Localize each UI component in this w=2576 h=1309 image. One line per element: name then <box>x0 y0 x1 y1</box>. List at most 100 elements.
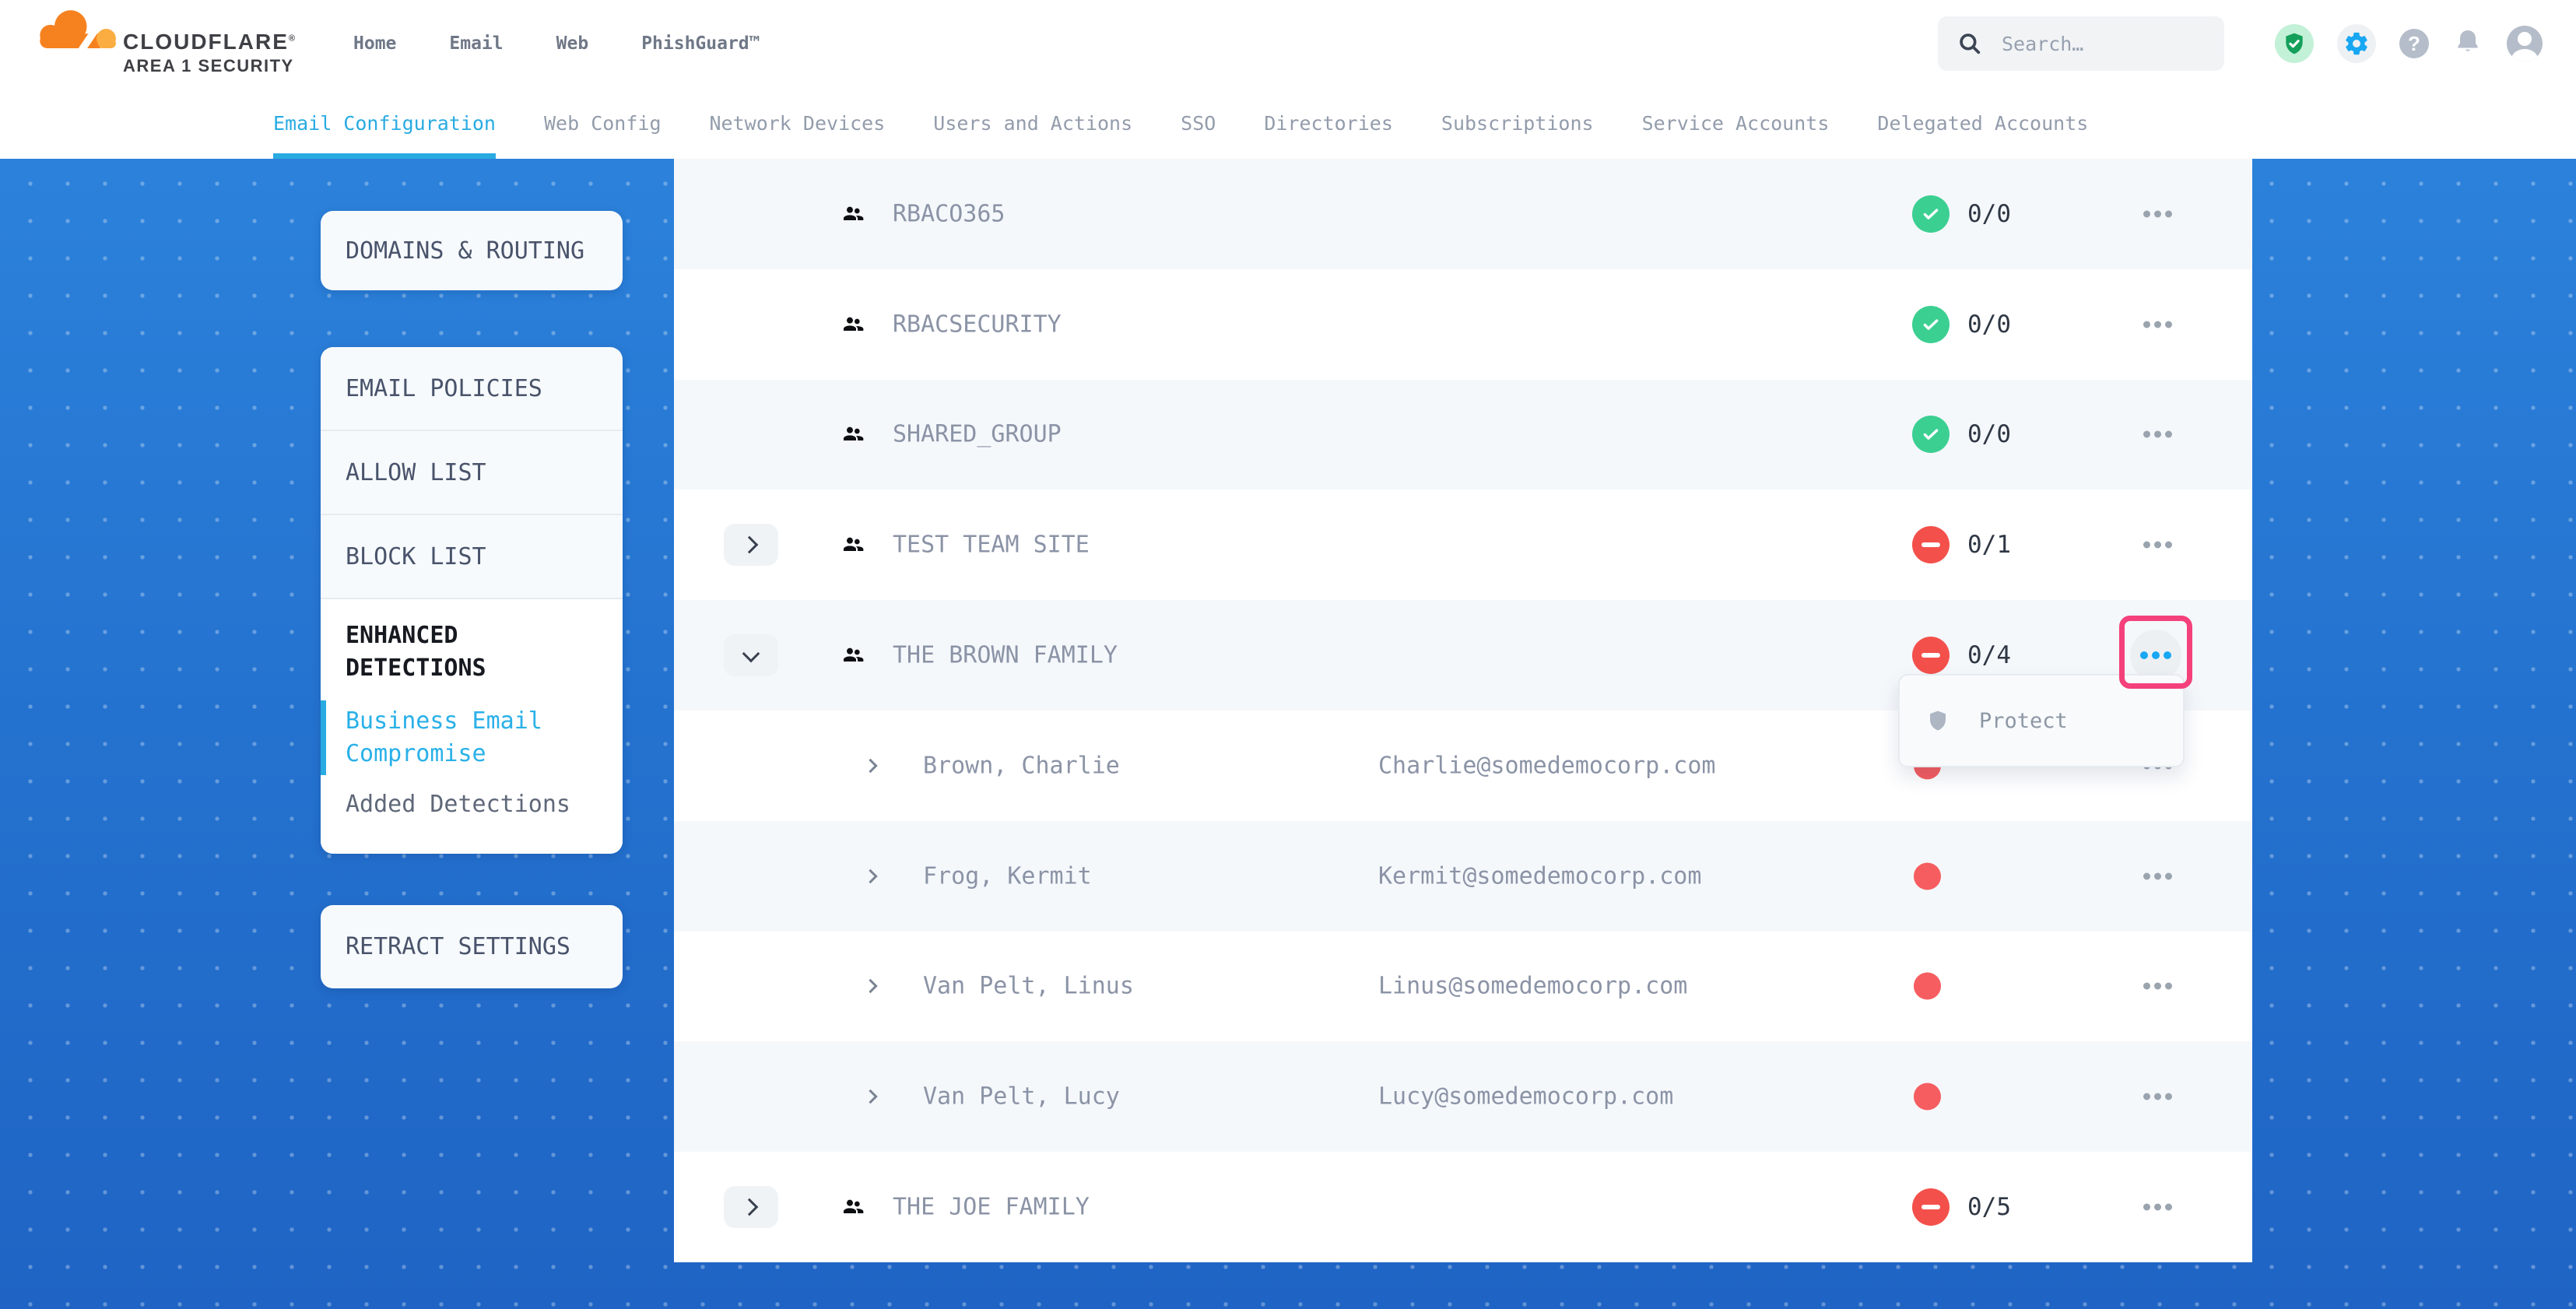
table-row-group: RBACSECURITY 0/0 <box>674 268 2252 380</box>
search-input[interactable] <box>2000 31 2198 56</box>
protection-count: 0/4 <box>1967 641 2011 670</box>
sidebar-item-label: Business Email Compromise <box>346 707 542 767</box>
sidebar-item-block-list[interactable]: BLOCK LIST <box>321 515 623 599</box>
nav-home[interactable]: Home <box>353 33 397 54</box>
group-name[interactable]: SHARED_GROUP <box>893 420 1062 448</box>
group-icon <box>844 647 864 662</box>
tab-subscriptions[interactable]: Subscriptions <box>1441 111 1594 135</box>
row-menu-button[interactable] <box>2143 541 2172 549</box>
row-menu-button[interactable] <box>2143 430 2172 438</box>
settings-button[interactable] <box>2337 24 2376 63</box>
tab-network-devices[interactable]: Network Devices <box>709 111 886 135</box>
tab-email-configuration[interactable]: Email Configuration <box>273 87 496 159</box>
group-icon <box>844 206 864 220</box>
sidebar-item-label: DOMAINS & ROUTING <box>346 237 585 265</box>
table-row-group: RBACO365 0/0 <box>674 159 2252 269</box>
protection-count: 0/0 <box>1967 420 2011 449</box>
user-name[interactable]: Van Pelt, Linus <box>923 972 1134 1000</box>
group-name[interactable]: THE JOE FAMILY <box>893 1193 1090 1221</box>
user-name[interactable]: Frog, Kermit <box>923 862 1092 890</box>
status-badge-warn <box>1912 637 1950 675</box>
security-status-button[interactable] <box>2275 24 2314 63</box>
collapse-row-button[interactable] <box>724 634 778 677</box>
tab-sso[interactable]: SSO <box>1181 111 1216 135</box>
expand-row-button[interactable] <box>724 1186 778 1229</box>
help-button[interactable]: ? <box>2399 29 2429 58</box>
chevron-right-icon[interactable] <box>863 758 878 774</box>
tab-users-and-actions[interactable]: Users and Actions <box>933 111 1133 135</box>
user-email: Lucy@somedemocorp.com <box>1378 1083 1674 1111</box>
protection-count: 0/0 <box>1967 199 2011 228</box>
dots-icon <box>2143 1203 2150 1211</box>
tab-web-config[interactable]: Web Config <box>543 111 662 135</box>
group-name[interactable]: RBACSECURITY <box>893 311 1062 339</box>
sidebar-enhanced-detections-section: ENHANCED DETECTIONS Business Email Compr… <box>321 599 623 854</box>
nav-phishguard[interactable]: PhishGuard™ <box>641 33 760 54</box>
row-menu-button[interactable] <box>2143 1093 2172 1100</box>
group-name[interactable]: RBACO365 <box>893 200 1005 228</box>
tab-service-accounts[interactable]: Service Accounts <box>1641 111 1830 135</box>
notifications-button[interactable] <box>2452 26 2483 61</box>
brand-subtitle: AREA 1 SECURITY <box>123 56 294 75</box>
sidebar-item-label: BLOCK LIST <box>346 542 486 570</box>
shield-icon <box>1930 711 1946 731</box>
question-mark-icon: ? <box>2408 31 2420 55</box>
dots-icon <box>2140 651 2148 660</box>
group-name[interactable]: THE BROWN FAMILY <box>893 641 1118 669</box>
active-item-indicator <box>321 700 326 775</box>
table-row-group: TEST TEAM SITE 0/1 <box>674 490 2252 601</box>
protection-count: 0/1 <box>1967 531 2011 560</box>
search-bar[interactable] <box>1938 16 2224 71</box>
user-name[interactable]: Brown, Charlie <box>923 752 1120 780</box>
dots-icon <box>2143 1093 2150 1100</box>
menu-item-protect[interactable]: Protect <box>1979 708 2068 733</box>
dots-icon <box>2143 872 2150 880</box>
sidebar-item-business-email-compromise[interactable]: Business Email Compromise <box>321 700 563 775</box>
chevron-right-icon[interactable] <box>863 1090 878 1104</box>
row-menu-button[interactable] <box>2143 210 2172 218</box>
protection-count: 0/0 <box>1967 310 2011 339</box>
sidebar-item-email-policies[interactable]: EMAIL POLICIES <box>321 347 623 431</box>
table-row-user: Frog, Kermit Kermit@somedemocorp.com <box>674 820 2252 932</box>
table-row-user: Van Pelt, Linus Linus@somedemocorp.com <box>674 931 2252 1042</box>
enhanced-detections-title: ENHANCED DETECTIONS <box>346 622 486 682</box>
dots-icon <box>2143 541 2150 549</box>
cloudflare-logo[interactable]: CLOUDFLARE® AREA 1 SECURITY <box>33 6 298 81</box>
table-row-group: SHARED_GROUP 0/0 <box>674 379 2252 490</box>
group-name[interactable]: TEST TEAM SITE <box>893 531 1090 559</box>
row-menu-button[interactable] <box>2143 872 2172 880</box>
chevron-right-icon <box>740 535 759 554</box>
cloudflare-cloud-icon <box>40 10 116 50</box>
registered-mark: ® <box>288 33 297 44</box>
user-name[interactable]: Van Pelt, Lucy <box>923 1083 1120 1111</box>
row-menu-button-active[interactable] <box>2130 630 2181 682</box>
tab-directories[interactable]: Directories <box>1264 111 1393 135</box>
account-button[interactable] <box>2507 26 2543 61</box>
bell-icon <box>2458 30 2478 51</box>
sidebar-item-domains-routing[interactable]: DOMAINS & ROUTING <box>321 211 623 290</box>
nav-email[interactable]: Email <box>449 33 504 54</box>
status-dot-unprotected <box>1914 862 1941 890</box>
sidebar-item-allow-list[interactable]: ALLOW LIST <box>321 431 623 515</box>
sidebar-item-retract-settings[interactable]: RETRACT SETTINGS <box>321 905 623 988</box>
chevron-right-icon[interactable] <box>863 869 878 883</box>
nav-web[interactable]: Web <box>556 33 589 54</box>
chevron-right-icon[interactable] <box>863 979 878 994</box>
row-menu-button[interactable] <box>2143 321 2172 328</box>
status-badge-ok <box>1912 416 1950 454</box>
row-menu-button[interactable] <box>2143 1203 2172 1211</box>
sidebar-item-added-detections[interactable]: Added Detections <box>346 791 598 818</box>
group-icon <box>844 427 864 441</box>
app-header: CLOUDFLARE® AREA 1 SECURITY Home Email W… <box>0 0 2576 89</box>
user-email: Kermit@somedemocorp.com <box>1378 862 1702 890</box>
header-icon-cluster: ? <box>2275 24 2543 63</box>
row-menu-button[interactable] <box>2143 982 2172 990</box>
status-dot-unprotected <box>1914 1083 1941 1111</box>
tab-delegated-accounts[interactable]: Delegated Accounts <box>1877 111 2089 135</box>
group-icon <box>844 317 864 331</box>
expand-row-button[interactable] <box>724 524 778 567</box>
dots-icon <box>2143 321 2150 328</box>
dots-icon <box>2143 430 2150 438</box>
chevron-right-icon <box>740 1198 759 1216</box>
